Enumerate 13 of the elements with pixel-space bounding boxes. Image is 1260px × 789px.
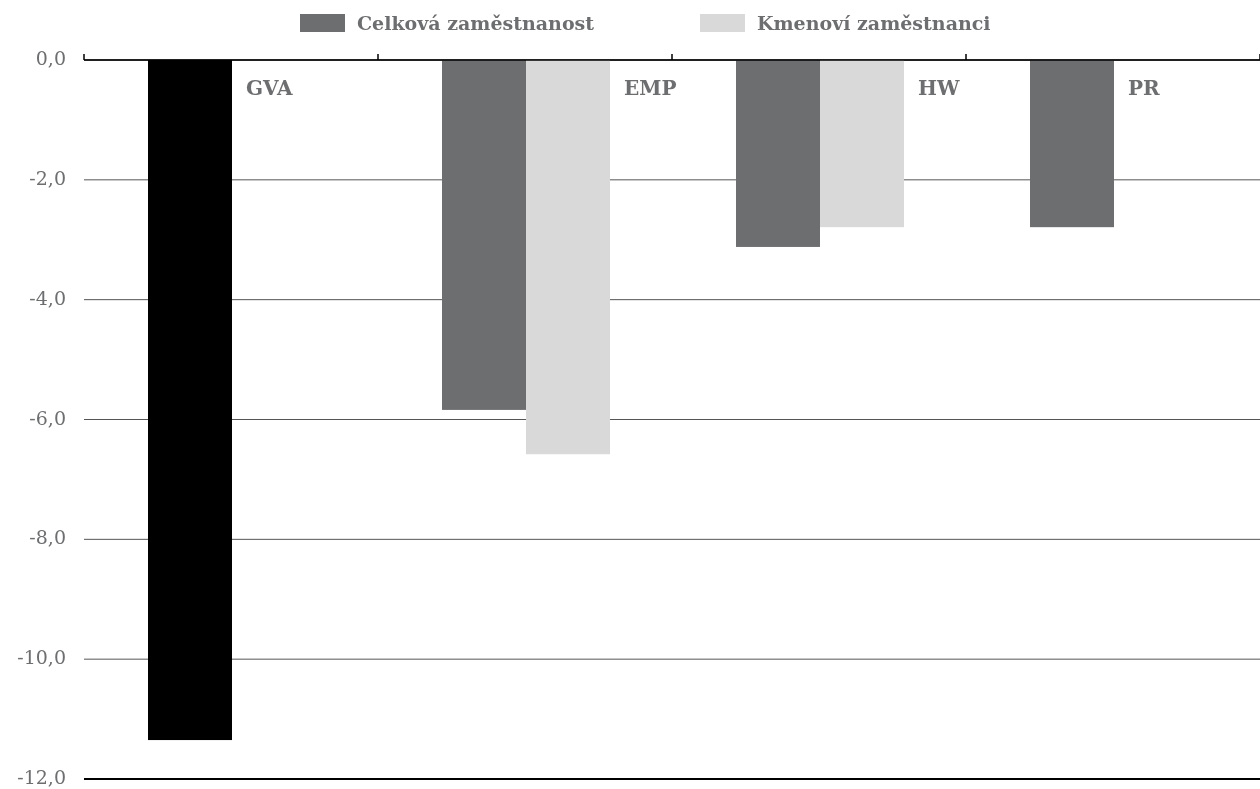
annotation: PR bbox=[1128, 76, 1161, 100]
legend-label: Celková zaměstnanost bbox=[357, 12, 595, 34]
y-tick-label: -6,0 bbox=[29, 406, 66, 429]
annotation: HW bbox=[918, 76, 960, 100]
annotation: GVA bbox=[246, 76, 294, 100]
annotation: EMP bbox=[624, 76, 677, 100]
y-tick-label: 0,0 bbox=[35, 47, 66, 69]
y-tick-label: -10,0 bbox=[17, 646, 66, 669]
y-tick-label: -2,0 bbox=[29, 166, 66, 189]
y-tick-label: -12,0 bbox=[17, 766, 66, 788]
y-tick-label: -8,0 bbox=[29, 526, 66, 549]
y-tick-label: -4,0 bbox=[29, 286, 66, 309]
legend-label: Kmenoví zaměstnanci bbox=[757, 12, 991, 34]
